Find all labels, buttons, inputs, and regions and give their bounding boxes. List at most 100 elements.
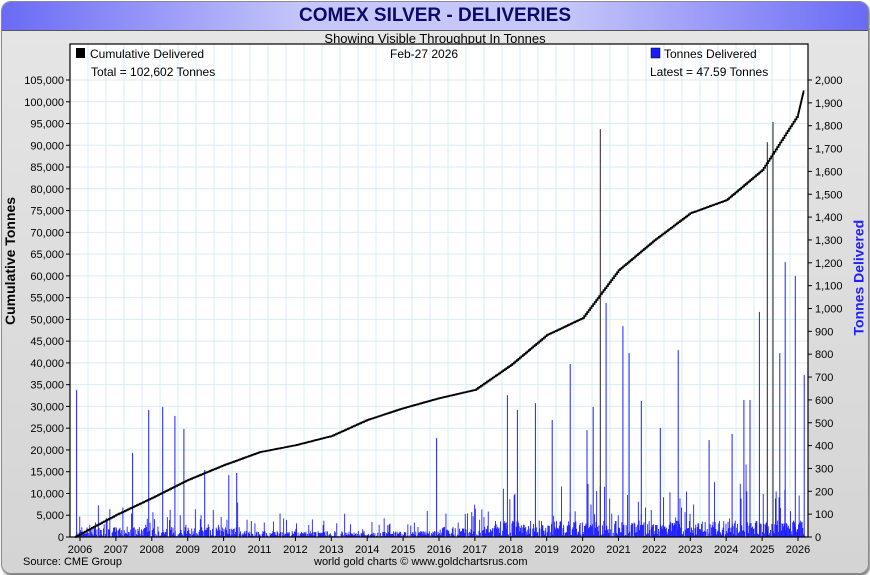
delivery-bar: [800, 520, 802, 537]
delivery-bar: [88, 535, 90, 537]
delivery-bar: [255, 532, 257, 537]
delivery-bar: [425, 531, 427, 537]
delivery-bar: [372, 534, 374, 537]
delivery-bar: [514, 493, 516, 537]
delivery-bar: [124, 533, 126, 537]
delivery-bar: [273, 532, 275, 537]
delivery-bar: [747, 533, 749, 537]
delivery-bar: [607, 530, 608, 537]
delivery-bar: [591, 524, 593, 537]
delivery-bar: [476, 534, 478, 537]
delivery-bar: [550, 532, 552, 537]
delivery-bar: [594, 514, 595, 537]
delivery-bar: [746, 491, 748, 537]
delivery-bar: [295, 528, 297, 537]
delivery-bar: [311, 533, 313, 537]
delivery-bar: [562, 528, 564, 537]
delivery-bar: [527, 529, 529, 537]
delivery-bar: [273, 521, 274, 537]
delivery-bar: [191, 528, 193, 537]
y-right-label: Tonnes Delivered: [850, 219, 867, 336]
delivery-bar: [309, 533, 310, 537]
delivery-bar: [482, 530, 484, 537]
delivery-bar: [804, 535, 806, 537]
delivery-bar: [492, 528, 493, 537]
delivery-bar: [604, 530, 606, 537]
delivery-bar: [397, 533, 399, 537]
delivery-bar: [308, 525, 310, 537]
delivery-bar: [118, 530, 119, 537]
delivery-bar: [696, 527, 698, 537]
delivery-bar: [323, 520, 325, 537]
delivery-bar: [729, 531, 731, 537]
y-left-tick-label: 80,000: [30, 184, 64, 196]
delivery-bar: [532, 528, 534, 537]
delivery-bar: [734, 520, 736, 537]
delivery-bar: [276, 531, 278, 537]
delivery-bar: [166, 529, 168, 537]
delivery-bar: [156, 535, 157, 537]
delivery-bar: [385, 535, 386, 537]
delivery-bar: [198, 532, 200, 537]
delivery-bar: [364, 534, 366, 537]
delivery-bar: [564, 532, 566, 537]
delivery-bar: [147, 532, 149, 537]
y-left-tick-label: 0: [58, 532, 64, 544]
delivery-bar: [563, 524, 565, 537]
chart-date: Feb-27 2026: [390, 47, 458, 61]
delivery-bar: [230, 535, 231, 537]
delivery-bar: [486, 529, 488, 537]
delivery-bar: [95, 522, 96, 537]
delivery-bar: [164, 532, 166, 537]
delivery-bar: [284, 533, 286, 537]
delivery-bar: [373, 535, 375, 537]
delivery-bar: [777, 532, 779, 537]
delivery-bar: [283, 535, 285, 537]
delivery-bar: [470, 529, 472, 537]
delivery-bar: [428, 533, 430, 537]
delivery-bar: [787, 527, 789, 537]
delivery-bar: [495, 521, 496, 537]
delivery-bar: [614, 524, 616, 537]
delivery-bar: [433, 532, 435, 537]
y-left-tick-label: 55,000: [30, 293, 64, 305]
delivery-bar: [681, 534, 683, 537]
delivery-bar: [264, 531, 266, 537]
delivery-bar: [330, 534, 332, 537]
delivery-bar: [389, 523, 391, 537]
delivery-bar: [172, 527, 174, 537]
delivery-bar: [616, 533, 618, 537]
delivery-bar: [103, 528, 104, 537]
delivery-bar: [525, 527, 527, 537]
delivery-bar: [437, 531, 439, 537]
delivery-bar: [296, 523, 297, 537]
delivery-bar: [243, 532, 245, 537]
delivery-bar: [347, 534, 349, 537]
delivery-bar: [655, 524, 656, 537]
y-left-tick-label: 85,000: [30, 162, 64, 174]
delivery-bar: [285, 534, 287, 537]
delivery-bar: [454, 528, 456, 537]
delivery-bar: [108, 529, 110, 537]
delivery-bar: [395, 531, 397, 537]
delivery-bar: [593, 534, 595, 537]
delivery-bar: [596, 491, 598, 537]
delivery-bar: [756, 521, 758, 537]
delivery-bar: [276, 535, 277, 537]
delivery-bar: [187, 527, 189, 537]
delivery-bar: [544, 530, 546, 537]
delivery-bar: [370, 534, 372, 537]
delivery-bar: [663, 497, 664, 537]
delivery-bar: [315, 532, 317, 537]
delivery-bar: [798, 495, 800, 537]
delivery-bar: [467, 532, 469, 537]
delivery-bar: [537, 532, 539, 537]
delivery-bar: [184, 527, 186, 537]
delivery-bar: [490, 530, 492, 537]
delivery-bar: [482, 530, 483, 537]
delivery-bar: [803, 534, 804, 537]
delivery-bar: [112, 531, 114, 537]
delivery-bar: [522, 527, 524, 537]
delivery-bar: [738, 532, 740, 537]
delivery-bar: [675, 517, 677, 537]
